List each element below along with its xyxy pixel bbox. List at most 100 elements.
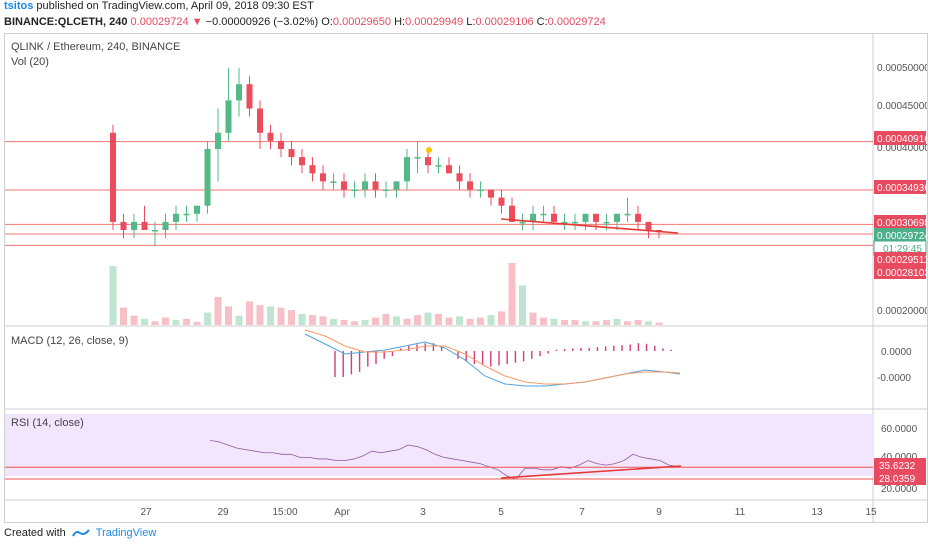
volume-bar — [613, 318, 621, 325]
volume-bar — [109, 266, 117, 325]
candle-body — [635, 213, 641, 222]
volume-bar — [162, 317, 169, 325]
candle-body — [225, 100, 232, 133]
volume-bar — [540, 317, 547, 325]
volume-bar — [141, 318, 148, 325]
volume-label: Vol (20) — [11, 56, 49, 68]
candle-body — [152, 230, 158, 232]
candle-body — [215, 132, 221, 149]
candle-body — [498, 197, 505, 206]
rsi-pane-title: RSI (14, close) — [11, 417, 84, 429]
rsi-band — [5, 414, 873, 476]
price-tag: 0.00029511 — [877, 255, 927, 266]
volume-bar — [645, 321, 652, 325]
high-label: H: — [394, 16, 406, 28]
created-with-text: Created with — [4, 527, 66, 539]
volume-bar — [225, 306, 232, 325]
candle-body — [383, 189, 389, 191]
volume-bar — [382, 313, 390, 325]
publish-line: tsitos published on TradingView.com, Apr… — [4, 0, 314, 12]
candle-body — [204, 149, 211, 206]
volume-bar — [120, 307, 127, 325]
time-tick: 3 — [420, 507, 426, 518]
price-tag-bg — [874, 180, 926, 194]
candle-body — [162, 221, 169, 230]
price-tick: 0.00040000 — [877, 143, 927, 154]
rsi-tag: 28.0359 — [879, 474, 916, 485]
price-tag-bg — [874, 265, 926, 279]
price-tick: 0.00045000 — [877, 101, 927, 112]
open-label: O: — [321, 16, 333, 28]
volume-bar — [508, 263, 516, 325]
volume-bar — [246, 301, 253, 325]
horizontal-levels — [5, 141, 873, 246]
price-tick: 0.00050000 — [877, 63, 927, 74]
candle-body — [509, 205, 515, 222]
volume-bar — [603, 320, 610, 325]
price-tick: 0.00020000 — [877, 306, 927, 317]
time-tick: 7 — [579, 507, 585, 518]
macd-pane-title: MACD (12, 26, close, 9) — [11, 335, 128, 347]
candle-body — [110, 132, 116, 222]
author-name[interactable]: tsitos — [4, 0, 34, 12]
open-value: 0.00029650 — [332, 16, 392, 28]
price-trend-line — [500, 218, 679, 234]
candle-body — [288, 149, 295, 158]
candle-body — [435, 165, 442, 167]
volume-bar — [561, 320, 568, 325]
last-price-tag-bg — [874, 228, 926, 242]
macd-tick: -0.0000 — [877, 373, 911, 384]
time-tick: 13 — [811, 507, 823, 518]
volume-bar — [340, 320, 348, 325]
chart-canvas[interactable]: QLINK / Ethereum, 240, BINANCE Vol (20) … — [5, 34, 930, 522]
tradingview-brand-link[interactable]: TradingView — [95, 527, 157, 539]
candle-body — [173, 213, 179, 222]
candle-body — [603, 221, 610, 224]
candle-body — [278, 140, 284, 149]
volume-bars — [109, 263, 663, 325]
price-tag: 0.00034936 — [877, 183, 927, 194]
candle-body — [614, 213, 620, 222]
time-tick: 11 — [735, 507, 746, 518]
volume-bar — [172, 320, 180, 325]
volume-bar — [414, 315, 421, 325]
low-value: 0.00029106 — [475, 16, 534, 28]
rsi-tag-bg — [874, 458, 926, 472]
close-label: C: — [536, 16, 548, 28]
candle-body — [540, 213, 547, 216]
candle-body — [120, 221, 127, 230]
candle-body — [267, 132, 274, 141]
volume-bar — [204, 312, 211, 325]
published-text: published on TradingView.com, April 09, … — [36, 0, 314, 12]
time-tick: 15 — [865, 507, 877, 518]
candle-body — [519, 221, 526, 224]
volume-bar — [403, 318, 411, 325]
time-tick: 9 — [656, 507, 662, 518]
candle-body — [362, 181, 368, 190]
volume-bar — [582, 321, 589, 325]
price-tag-bg — [874, 252, 926, 266]
candle-body — [236, 84, 242, 101]
rsi-trend-line — [500, 465, 682, 479]
volume-bar — [309, 315, 316, 325]
volume-bar — [592, 321, 600, 325]
candle-body — [414, 157, 421, 159]
price-tag-bg — [874, 215, 926, 229]
candle-body — [309, 165, 316, 174]
price-tag: 0.00030698 — [877, 218, 927, 229]
volume-bar — [277, 307, 285, 325]
volume-bar — [267, 306, 274, 325]
volume-bar — [435, 313, 442, 325]
candle-body — [372, 181, 379, 190]
candle-body — [456, 173, 463, 182]
trend-lines — [426, 147, 682, 479]
volume-bar — [298, 313, 306, 325]
candle-body — [645, 221, 652, 230]
time-tick: 15:00 — [272, 507, 297, 518]
countdown-tag: 01:29:45 — [883, 244, 922, 255]
macd-line — [304, 333, 681, 387]
chart-frame[interactable]: QLINK / Ethereum, 240, BINANCE Vol (20) … — [4, 33, 930, 523]
low-label: L: — [466, 16, 476, 28]
change-value: −0.00000926 (−3.02%) — [205, 16, 319, 28]
candle-body — [572, 221, 578, 224]
